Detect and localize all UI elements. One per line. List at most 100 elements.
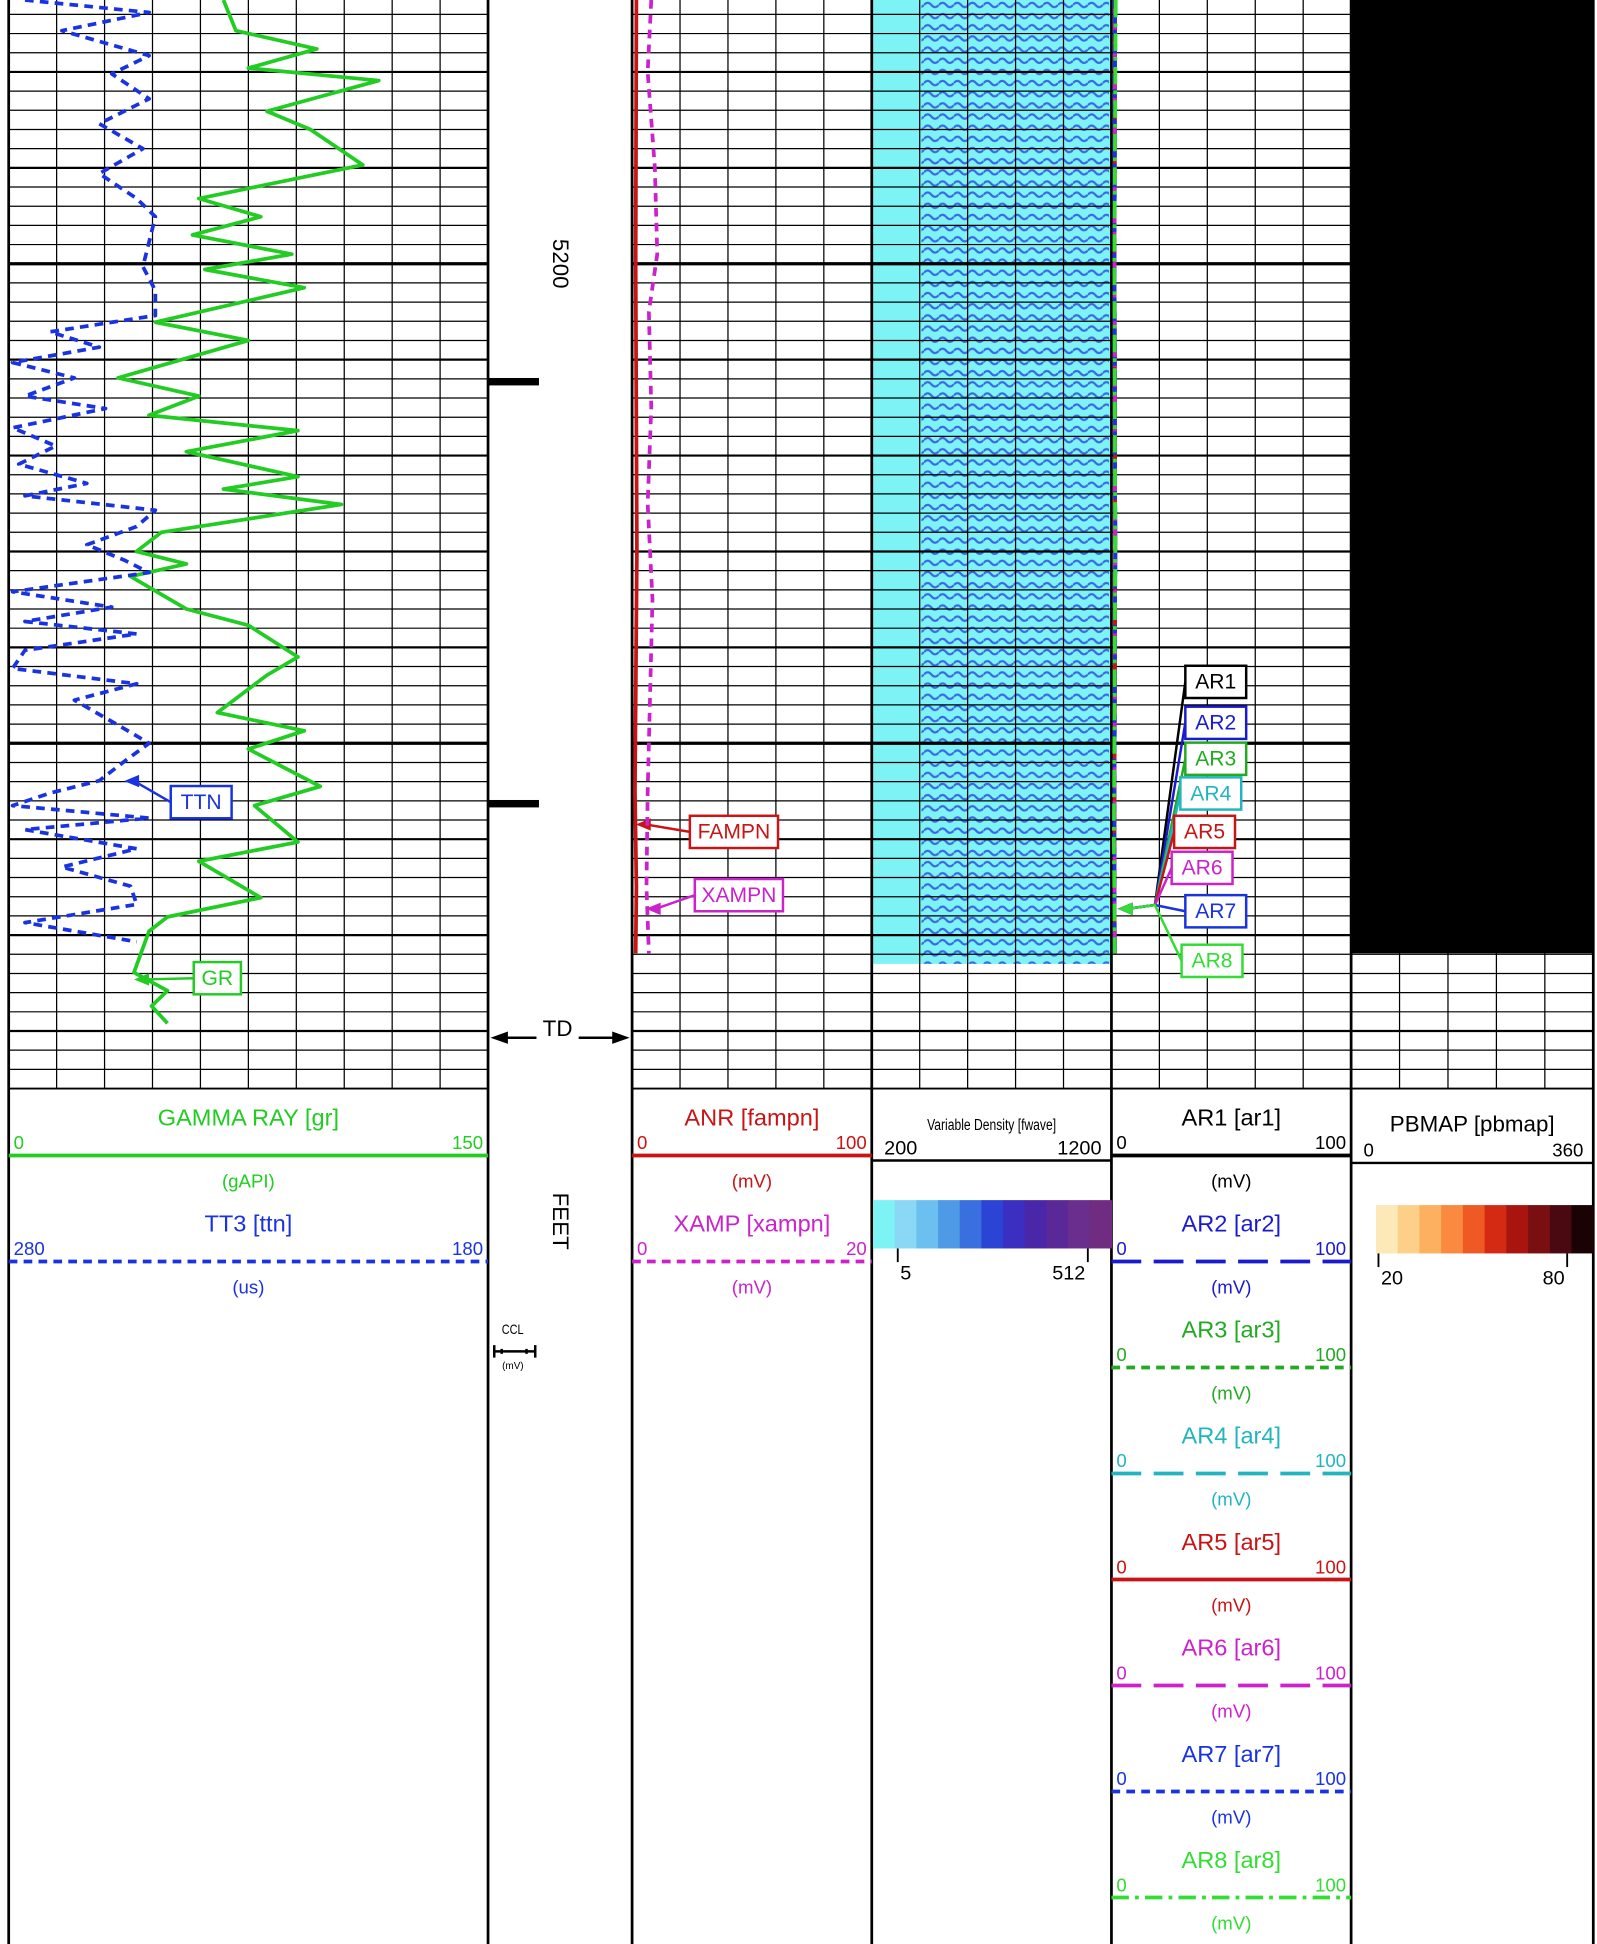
track-grid — [632, 0, 872, 1089]
tag-label: AR3 — [1195, 748, 1236, 771]
log-curve — [633, 0, 639, 954]
colorbar-cell — [1419, 1205, 1442, 1254]
tag-box — [1180, 943, 1244, 979]
colorbar-cell — [1089, 1200, 1113, 1249]
tag-box — [192, 960, 243, 996]
colorbar-tick-label: 20 — [1381, 1268, 1403, 1290]
scale-min: 0 — [1116, 1662, 1126, 1683]
track-grid — [871, 0, 1112, 1089]
tag-label: XAMPN — [701, 884, 776, 907]
curve-unit: (mV) — [1211, 1913, 1251, 1934]
tag-label: AR6 — [1182, 857, 1223, 880]
colorbar-cell — [1506, 1205, 1529, 1254]
tag-box — [1172, 814, 1237, 850]
tag-label: AR5 — [1184, 821, 1225, 844]
log-curve — [10, 0, 158, 944]
curve-title: GAMMA RAY [gr] — [158, 1105, 339, 1131]
depth-label: 5200 — [548, 239, 573, 289]
scale-min: 0 — [1116, 1344, 1126, 1365]
track-grid — [1111, 0, 1352, 1089]
curve-unit: (mV) — [1211, 1171, 1251, 1192]
tag-label: AR2 — [1195, 712, 1236, 735]
tag-label: AR1 — [1195, 671, 1236, 694]
colorbar-cell — [1024, 1200, 1048, 1249]
td-arrow-head — [612, 1031, 630, 1044]
tag-leader — [133, 779, 172, 804]
colorbar-cell — [1441, 1205, 1464, 1254]
scale-min: 280 — [14, 1238, 45, 1259]
scale-max: 100 — [1315, 1556, 1346, 1577]
track-grid — [8, 0, 489, 1089]
curve-unit: (mV) — [1211, 1277, 1251, 1298]
tag-label: AR8 — [1192, 950, 1233, 973]
scale-min: 0 — [1116, 1132, 1126, 1153]
colorbar-cell — [959, 1200, 983, 1249]
tag-arrow-head — [134, 973, 150, 986]
colorbar-cell — [1571, 1205, 1594, 1254]
tag-leader — [655, 893, 696, 910]
tag-box — [693, 877, 785, 913]
colorbar-cell — [1397, 1205, 1421, 1254]
td-label: TD — [543, 1016, 573, 1041]
colorbar-cell — [1375, 1205, 1399, 1254]
curve-title: AR4 [ar4] — [1181, 1423, 1281, 1449]
curve-unit: (mV) — [732, 1277, 772, 1298]
td-arrow-head — [490, 1031, 508, 1044]
scale-max: 180 — [452, 1238, 483, 1259]
curve-unit: (mV) — [1211, 1489, 1251, 1510]
curve-title: TT3 [ttn] — [204, 1211, 292, 1237]
tag-label: AR4 — [1190, 782, 1231, 805]
tag-box — [1184, 741, 1248, 777]
log-curve — [116, 0, 381, 1025]
scale-max: 100 — [1315, 1132, 1346, 1153]
image-title: PBMAP [pbmap] — [1390, 1112, 1555, 1137]
colorbar-cell — [1046, 1200, 1069, 1249]
curve-unit: (mV) — [1211, 1807, 1251, 1828]
colorbar-cell — [1549, 1205, 1573, 1254]
tag-leader — [144, 976, 194, 981]
scale-max: 100 — [1315, 1344, 1346, 1365]
scale-min: 0 — [14, 1132, 24, 1153]
curve-title: ANR [fampn] — [684, 1105, 819, 1131]
tag-box — [1184, 664, 1248, 700]
tag-leader — [1127, 903, 1183, 962]
ccl-scale — [493, 1345, 537, 1358]
collar-mark — [488, 799, 539, 808]
colorbar-tick-label: 80 — [1543, 1268, 1565, 1290]
scale-min: 0 — [637, 1132, 647, 1153]
scale-min: 0 — [1116, 1238, 1126, 1259]
track-grid — [1351, 0, 1594, 1089]
curve-unit: (us) — [232, 1277, 264, 1298]
colorbar-cell — [938, 1200, 961, 1249]
scale-max: 100 — [1315, 1874, 1346, 1895]
depth-unit: FEET — [548, 1193, 573, 1250]
ccl-name: CCL — [502, 1322, 524, 1337]
tag-label: AR7 — [1195, 900, 1236, 923]
scale-min: 0 — [1364, 1140, 1374, 1161]
scale-min: 0 — [637, 1238, 647, 1259]
tag-arrow-head — [124, 774, 140, 788]
scale-max: 100 — [1315, 1450, 1346, 1471]
tag-box — [1184, 705, 1248, 741]
tag-arrow-head — [1117, 902, 1133, 915]
curve-unit: (mV) — [1211, 1701, 1251, 1722]
scale-min: 0 — [1116, 1874, 1126, 1895]
colorbar-cell — [1068, 1200, 1091, 1249]
colorbar-cell — [873, 1200, 896, 1249]
colorbar-cell — [981, 1200, 1004, 1249]
tag-leader — [1127, 867, 1173, 910]
tag-box — [1184, 893, 1248, 929]
curve-title: AR7 [ar7] — [1181, 1741, 1281, 1767]
scale-max: 360 — [1552, 1140, 1583, 1161]
curve-unit: (mV) — [732, 1171, 772, 1192]
scale-max: 100 — [836, 1132, 867, 1153]
scale-min: 200 — [884, 1138, 917, 1160]
curve-title: AR3 [ar3] — [1181, 1317, 1281, 1343]
tag-box — [169, 784, 233, 820]
collar-mark — [488, 377, 539, 386]
colorbar-cell — [1528, 1205, 1551, 1254]
curve-title: AR2 [ar2] — [1181, 1211, 1281, 1237]
image-title: Variable Density [fwave] — [927, 1116, 1056, 1134]
